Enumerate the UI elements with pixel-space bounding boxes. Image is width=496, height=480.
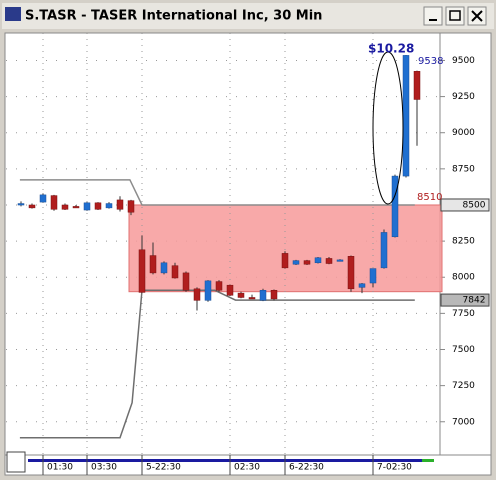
maximize-icon [449,10,461,21]
candle-body [138,249,146,293]
title-bar [2,3,494,29]
candle-body [270,289,278,300]
candle-body [226,284,234,296]
candle-body [248,297,256,300]
level-box [440,293,490,307]
candle-body [94,202,102,210]
y-tick-label: 9000 [452,128,475,138]
candle-body [61,204,69,210]
candle-body [105,203,113,209]
high-annotation: 9538 [418,56,443,67]
y-tick-label: 7000 [452,417,475,427]
candle-body [369,268,377,284]
level-label: 8500 [463,200,486,210]
candle-body [72,206,80,209]
x-tick-label: 5-22:30 [146,463,181,473]
x-tick-label: 03:30 [91,463,117,473]
candle-body [303,260,311,265]
x-tick-label: 02:30 [234,463,260,473]
candle-body [259,289,267,301]
y-tick-label: 9500 [452,56,475,66]
candle-body [149,255,157,274]
candle-body [39,194,47,203]
window-buttons [423,6,487,26]
candle-body [347,256,355,290]
x-tick-label: 7-02:30 [377,463,412,473]
plot: 7000 7250 7500 7750 8000 8250 8500 8750 9000 9250… [6,33,490,475]
candle-body [193,288,201,301]
y-tick-label: 7500 [452,345,475,355]
candle-body [336,259,344,262]
candle-body [325,258,333,264]
candle-body [358,283,366,288]
candle-body [83,202,91,211]
price-annotation: $10.28 [368,42,414,56]
candle-body [50,195,58,210]
candle-body [171,265,179,279]
maximize-button[interactable] [445,6,465,26]
window-title: S.TASR - TASER International Inc, 30 Min [25,9,322,24]
candle-body [292,260,300,265]
candle-body [281,253,289,269]
y-tick-label: 8750 [452,164,475,174]
candle-body [17,203,25,206]
level-label: 7842 [463,296,486,306]
level-box [440,198,490,212]
corner-box[interactable] [6,451,26,473]
minimize-button[interactable] [423,6,443,26]
candle-body [127,200,135,213]
candle-body [380,232,388,269]
level-annotation: 8510 [417,192,442,203]
y-tick-label: 9250 [452,92,475,102]
candle-body [402,55,410,177]
time-scroll-end [422,459,434,462]
y-tick-label: 8250 [452,237,475,247]
candle-body [391,175,399,238]
highlight-ellipse [372,51,404,205]
candle-body [314,257,322,264]
y-tick-label: 7750 [452,309,475,319]
y-tick-label: 8000 [452,273,475,283]
y-tick-label: 7250 [452,381,475,391]
level-line [19,179,415,206]
candle-body [215,281,223,291]
candle-body [116,199,124,210]
app-icon [5,7,21,21]
time-scroll[interactable] [28,459,422,462]
candle-body [182,272,190,291]
candle-body [413,71,421,100]
x-tick-label: 01:30 [47,463,73,473]
x-tick-label: 6-22:30 [289,463,324,473]
candle-body [204,280,212,301]
close-icon [471,10,483,22]
candle-body [160,262,168,274]
candle-body [28,204,36,209]
candle-body [237,292,245,298]
